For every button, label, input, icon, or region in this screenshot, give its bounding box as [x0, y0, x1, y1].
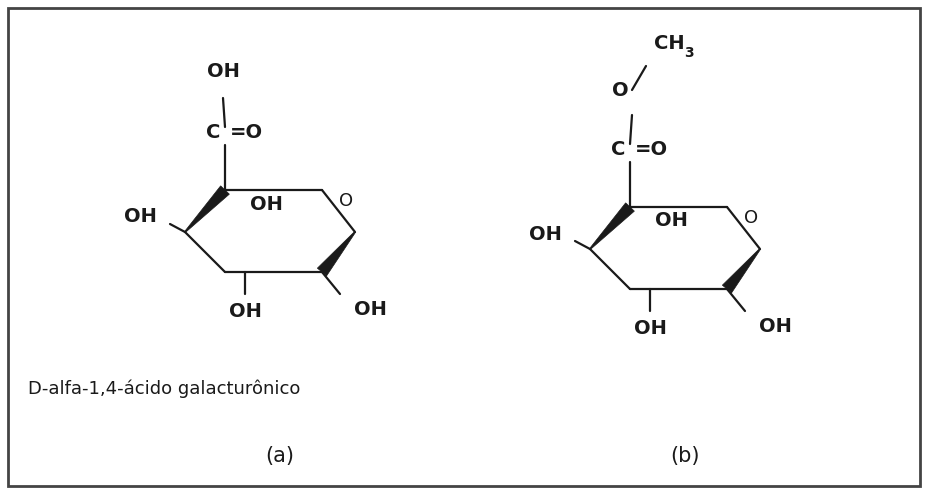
Text: OH: OH — [528, 224, 562, 244]
Text: D-alfa-1,4-ácido galacturônico: D-alfa-1,4-ácido galacturônico — [28, 380, 300, 398]
Text: OH: OH — [207, 62, 239, 81]
Text: CH: CH — [654, 34, 684, 53]
Text: OH: OH — [249, 195, 283, 213]
Text: OH: OH — [633, 319, 666, 338]
Polygon shape — [589, 203, 634, 249]
Polygon shape — [721, 248, 759, 293]
Text: OH: OH — [228, 302, 261, 321]
Text: OH: OH — [654, 211, 687, 231]
Text: O: O — [743, 209, 757, 227]
Text: O: O — [611, 81, 628, 100]
Text: OH: OH — [758, 317, 791, 336]
Text: C: C — [206, 123, 220, 142]
Text: (b): (b) — [669, 446, 699, 466]
Text: =O: =O — [634, 140, 667, 159]
Text: OH: OH — [124, 207, 157, 227]
Polygon shape — [317, 232, 355, 276]
Polygon shape — [184, 186, 229, 232]
Text: 3: 3 — [683, 46, 692, 60]
Text: (a): (a) — [265, 446, 294, 466]
Text: OH: OH — [353, 300, 387, 319]
Text: C: C — [610, 140, 624, 159]
Text: O: O — [339, 192, 353, 210]
Text: =O: =O — [230, 123, 263, 142]
